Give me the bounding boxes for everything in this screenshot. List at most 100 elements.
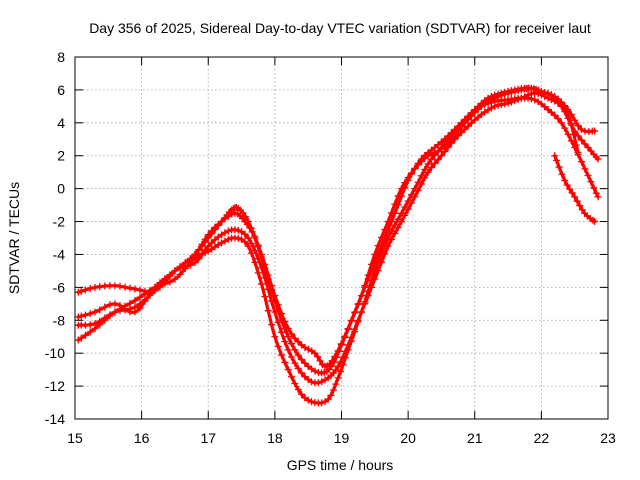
y-axis-label: SDTVAR / TECUs [6, 182, 22, 294]
plus-marker [126, 284, 134, 292]
plus-marker [204, 231, 212, 239]
plus-marker [487, 98, 495, 106]
x-axis-label: GPS time / hours [287, 457, 394, 473]
plus-marker [316, 357, 324, 365]
plus-marker [241, 230, 249, 238]
plus-marker [578, 136, 586, 144]
plus-marker [77, 334, 85, 342]
plus-marker [224, 227, 232, 235]
plus-marker [361, 283, 369, 291]
plus-marker [407, 191, 415, 199]
plus-marker [166, 278, 174, 286]
plus-marker [367, 277, 375, 285]
plus-marker [571, 127, 579, 135]
series-2-line [76, 86, 597, 375]
y-tick-label: -8 [53, 312, 66, 328]
plus-marker [86, 310, 94, 318]
plus-marker [576, 202, 584, 210]
plus-marker [504, 87, 512, 95]
plus-marker [591, 127, 599, 135]
plus-marker [394, 201, 402, 209]
plus-marker [151, 283, 159, 291]
plus-marker [571, 193, 579, 201]
plus-marker [354, 300, 362, 308]
plus-marker [434, 147, 442, 155]
plus-marker [334, 362, 342, 370]
plus-marker [501, 88, 509, 96]
plus-marker [301, 359, 309, 367]
plus-marker [361, 298, 369, 306]
plus-marker [414, 159, 422, 167]
plus-marker [330, 358, 338, 366]
plus-marker [587, 178, 595, 186]
plus-marker [314, 353, 322, 361]
plus-marker [552, 156, 560, 164]
y-tick-label: -4 [53, 246, 66, 262]
plus-marker [427, 163, 435, 171]
plus-marker [391, 221, 399, 229]
plus-marker [574, 122, 582, 130]
plus-marker [261, 274, 269, 282]
plus-marker [444, 135, 452, 143]
plus-marker [571, 144, 579, 151]
plus-marker [91, 325, 99, 332]
plus-marker [592, 189, 600, 197]
plus-marker [574, 150, 582, 158]
plus-marker [534, 90, 542, 98]
plus-marker [444, 143, 452, 151]
plus-marker [254, 269, 262, 277]
plus-marker [332, 380, 340, 388]
series-group [74, 84, 602, 407]
plus-marker [208, 227, 216, 235]
plus-marker [457, 128, 465, 136]
plus-marker [374, 258, 382, 266]
plus-marker [86, 328, 94, 336]
plus-marker [581, 165, 589, 173]
plus-marker [584, 171, 592, 179]
plus-marker [578, 206, 586, 214]
x-tick-labels: 15 16 17 18 19 20 21 22 23 [67, 430, 616, 446]
plus-marker [77, 287, 85, 295]
plus-marker [318, 399, 326, 407]
plus-marker [106, 312, 114, 320]
plus-marker [281, 358, 289, 366]
x-tick-label: 17 [200, 430, 216, 446]
plus-marker [527, 95, 535, 103]
plus-marker [467, 119, 475, 127]
plus-marker [234, 234, 242, 242]
x-tick-label: 16 [134, 430, 150, 446]
plus-marker [357, 292, 365, 300]
plus-marker [581, 140, 589, 148]
plus-marker [96, 306, 104, 314]
plus-marker [298, 369, 306, 377]
plus-marker [537, 91, 545, 99]
plus-marker [351, 308, 359, 316]
series-3-line [76, 91, 600, 385]
plus-marker [441, 139, 449, 147]
plus-marker [106, 301, 114, 309]
y-tick-label: -10 [45, 345, 65, 361]
plus-marker [387, 227, 395, 235]
x-tick-label: 23 [600, 430, 616, 446]
plus-marker [271, 333, 279, 341]
y-tick-label: 6 [57, 82, 65, 98]
plus-marker [86, 321, 94, 329]
plus-marker [264, 307, 272, 315]
plus-marker [195, 251, 203, 259]
plus-marker [291, 359, 299, 367]
plus-marker [81, 331, 89, 339]
plus-marker [457, 120, 465, 128]
x-tick-label: 21 [467, 430, 483, 446]
plus-marker [328, 362, 336, 370]
plus-marker [248, 228, 256, 236]
plus-marker [544, 94, 552, 102]
plus-marker [554, 99, 562, 107]
plus-marker [427, 155, 435, 163]
plus-marker [136, 300, 144, 308]
plus-marker [258, 280, 266, 288]
plus-marker [344, 325, 352, 333]
plus-marker [551, 152, 559, 160]
plus-marker [347, 337, 355, 345]
plus-marker [464, 122, 472, 130]
